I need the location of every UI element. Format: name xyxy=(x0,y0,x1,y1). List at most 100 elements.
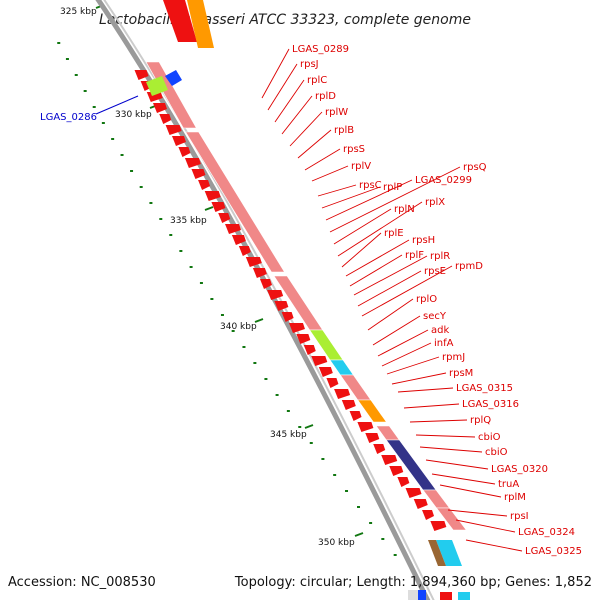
gene-arrow[interactable] xyxy=(231,235,246,245)
gene-label[interactable]: cbiO xyxy=(485,447,508,458)
gene-label[interactable]: LGAS_0324 xyxy=(518,527,575,538)
gene-arrow[interactable] xyxy=(311,356,328,366)
gene-arrow[interactable] xyxy=(211,202,226,212)
gene-label[interactable]: rpsH xyxy=(412,235,435,246)
gene-arrow[interactable] xyxy=(159,114,172,124)
gene-label[interactable]: rplN xyxy=(394,204,415,215)
gene-arrow[interactable] xyxy=(365,433,380,443)
gene-arrow[interactable] xyxy=(225,224,242,234)
label-leader xyxy=(261,48,290,99)
gene-label[interactable]: rplP xyxy=(383,182,402,193)
gene-label[interactable]: LGAS_0315 xyxy=(456,383,513,394)
gene-arrow[interactable] xyxy=(184,158,201,168)
gene-label[interactable]: LGAS_0289 xyxy=(292,44,349,55)
gene-arrow[interactable] xyxy=(296,334,311,344)
gene-label[interactable]: rpsE xyxy=(424,266,446,277)
gene-label[interactable]: rpsQ xyxy=(463,162,487,173)
ruler-dot xyxy=(210,298,214,300)
ruler-dot xyxy=(139,186,143,188)
gene-block[interactable] xyxy=(165,70,182,86)
gene-label[interactable]: LGAS_0316 xyxy=(462,399,519,410)
gene-label[interactable]: infA xyxy=(434,338,454,349)
gene-arrow[interactable] xyxy=(405,488,422,498)
gene-arrow[interactable] xyxy=(252,268,267,278)
gene-block[interactable] xyxy=(428,540,446,566)
gene-block[interactable] xyxy=(146,76,168,96)
gene-label[interactable]: rpmJ xyxy=(442,352,465,363)
gene-arrow[interactable] xyxy=(397,477,410,487)
gene-arrow[interactable] xyxy=(218,213,231,223)
gene-arrow[interactable] xyxy=(191,169,206,179)
gene-block[interactable] xyxy=(408,590,420,600)
gene-arrow[interactable] xyxy=(238,246,251,256)
ruler-dot xyxy=(199,282,203,284)
gene-arrow[interactable] xyxy=(288,323,305,333)
gene-label[interactable]: cbiO xyxy=(478,432,501,443)
gene-arrow[interactable] xyxy=(178,147,191,157)
gene-arrow[interactable] xyxy=(303,345,316,355)
gene-label[interactable]: rplC xyxy=(307,75,327,86)
gene-block[interactable] xyxy=(309,329,344,361)
gene-arrow[interactable] xyxy=(334,389,351,399)
gene-arrow[interactable] xyxy=(165,125,182,135)
gene-arrow[interactable] xyxy=(413,499,428,509)
gene-label[interactable]: rpsJ xyxy=(300,59,319,70)
gene-block[interactable] xyxy=(436,540,462,566)
gene-arrow[interactable] xyxy=(281,312,294,322)
gene-arrow[interactable] xyxy=(373,444,386,454)
gene-label[interactable]: rpmD xyxy=(455,261,483,272)
gene-block[interactable] xyxy=(163,0,197,42)
gene-arrow[interactable] xyxy=(134,70,149,80)
gene-label[interactable]: truA xyxy=(498,479,519,490)
gene-arrow[interactable] xyxy=(341,400,356,410)
gene-block[interactable] xyxy=(357,399,387,423)
gene-arrow[interactable] xyxy=(357,422,374,432)
gene-arrow[interactable] xyxy=(318,367,333,377)
gene-label[interactable]: rplQ xyxy=(470,415,491,426)
gene-block[interactable] xyxy=(187,0,214,48)
gene-arrow[interactable] xyxy=(326,378,339,388)
gene-block[interactable] xyxy=(458,592,470,600)
gene-label[interactable]: rplM xyxy=(504,492,526,503)
gene-block[interactable] xyxy=(440,592,452,600)
gene-label[interactable]: rplB xyxy=(334,125,354,136)
gene-label[interactable]: rpsS xyxy=(343,144,365,155)
gene-label[interactable]: rpsM xyxy=(449,368,473,379)
gene-label[interactable]: secY xyxy=(423,311,447,322)
gene-block[interactable] xyxy=(185,131,285,273)
gene-label[interactable]: rplX xyxy=(425,197,445,208)
gene-block[interactable] xyxy=(418,590,426,600)
gene-block[interactable] xyxy=(329,359,354,376)
gene-arrow[interactable] xyxy=(267,290,284,300)
gene-label[interactable]: rplF xyxy=(405,250,424,261)
gene-arrow[interactable] xyxy=(430,521,447,531)
gene-arrow[interactable] xyxy=(146,92,163,102)
gene-track-outer xyxy=(146,70,182,96)
gene-label[interactable]: rplD xyxy=(315,91,336,102)
gene-label[interactable]: LGAS_0320 xyxy=(491,464,548,475)
gene-arrow[interactable] xyxy=(381,455,398,465)
gene-arrow[interactable] xyxy=(204,191,221,201)
gene-arrow[interactable] xyxy=(349,411,362,421)
gene-block[interactable] xyxy=(435,507,467,531)
gene-label[interactable]: rplR xyxy=(430,251,450,262)
left-gene-label[interactable]: LGAS_0286 xyxy=(40,112,97,123)
gene-arrow[interactable] xyxy=(259,279,272,289)
gene-arrow[interactable] xyxy=(198,180,211,190)
gene-arrow[interactable] xyxy=(274,301,289,311)
gene-arrow[interactable] xyxy=(422,510,435,520)
gene-arrow[interactable] xyxy=(245,257,262,267)
gene-block[interactable] xyxy=(375,425,400,441)
gene-arrow[interactable] xyxy=(153,103,168,113)
gene-label[interactable]: rplV xyxy=(351,161,371,172)
gene-label[interactable]: rplW xyxy=(325,107,348,118)
gene-label[interactable]: rplO xyxy=(416,294,437,305)
gene-label[interactable]: rpsI xyxy=(510,511,529,522)
gene-label[interactable]: LGAS_0299 xyxy=(415,175,472,186)
gene-label[interactable]: rplE xyxy=(384,228,404,239)
gene-arrow[interactable] xyxy=(389,466,404,476)
gene-label[interactable]: rpsC xyxy=(359,180,382,191)
gene-label[interactable]: LGAS_0325 xyxy=(525,546,582,557)
gene-label[interactable]: adk xyxy=(431,325,449,336)
gene-arrow[interactable] xyxy=(171,136,186,146)
